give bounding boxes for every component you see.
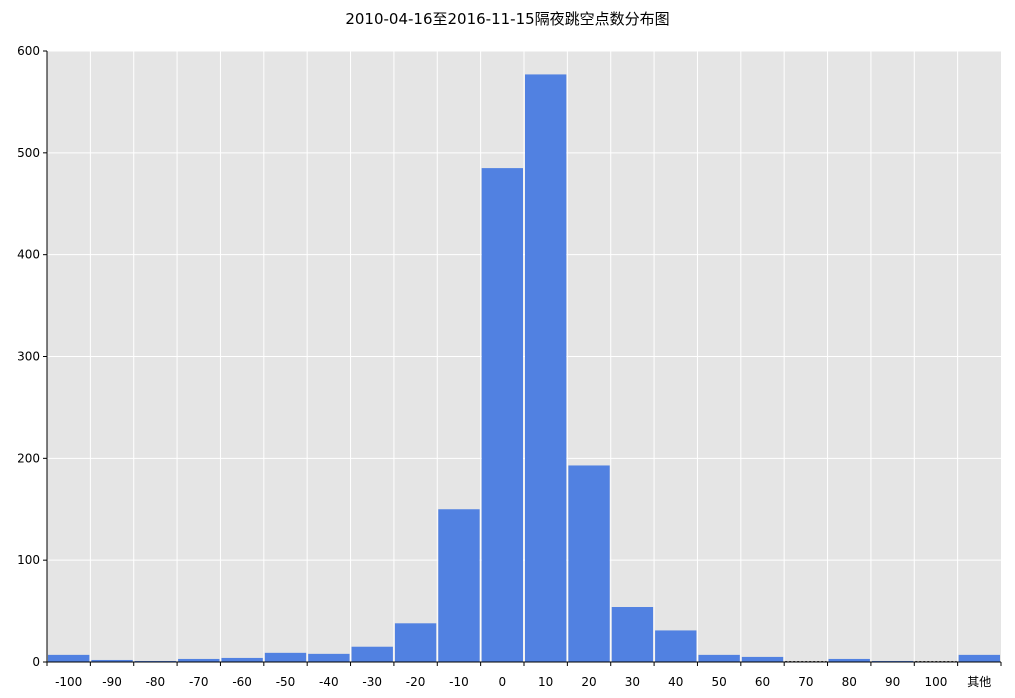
bar-50: [698, 654, 740, 662]
chart-title: 2010-04-16至2016-11-15隔夜跳空点数分布图: [345, 10, 670, 28]
x-tick-labels: -100 -90 -80 -70 -60 -50 -40 -30 -20 -10 0 10 20 30 40…: [55, 675, 991, 689]
x-tick-label: 100: [925, 675, 948, 689]
bar--40: [308, 653, 350, 662]
x-tick-label: 50: [711, 675, 726, 689]
bar--70: [178, 658, 220, 662]
axes: [43, 50, 1002, 666]
bar-40: [655, 630, 697, 662]
x-tick-label: -100: [55, 675, 82, 689]
x-tick-label: -50: [276, 675, 296, 689]
bar-其他: [958, 654, 1000, 662]
x-tick-label: 70: [798, 675, 813, 689]
x-tick-label: -90: [102, 675, 122, 689]
y-tick-label: 600: [17, 44, 40, 58]
y-tick-label: 500: [17, 146, 40, 160]
bar--50: [264, 652, 307, 662]
bar-20: [568, 465, 610, 662]
x-tick-label: -40: [319, 675, 339, 689]
bar--90: [91, 659, 133, 662]
x-tick-label: 60: [755, 675, 770, 689]
y-tick-label: 400: [17, 248, 40, 262]
y-tick-label: 0: [32, 655, 40, 669]
bar--60: [221, 657, 263, 662]
bar-30: [611, 607, 654, 662]
bar--80: [134, 660, 177, 662]
y-tick-label: 300: [17, 350, 40, 364]
x-tick-label: -10: [449, 675, 469, 689]
x-tick-label: 其他: [967, 675, 991, 689]
x-tick-label: -60: [232, 675, 252, 689]
bar-80: [828, 658, 870, 662]
x-tick-label: -80: [146, 675, 166, 689]
bar--30: [351, 646, 393, 662]
bar-60: [741, 656, 784, 662]
bar--10: [438, 509, 480, 662]
y-tick-label: 200: [17, 451, 40, 465]
x-tick-label: 20: [581, 675, 596, 689]
x-tick-label: 90: [885, 675, 900, 689]
x-tick-label: -20: [406, 675, 426, 689]
bar--20: [394, 623, 437, 662]
x-tick-label: 40: [668, 675, 683, 689]
x-tick-label: 30: [625, 675, 640, 689]
y-tick-labels: 0 100 200 300 400 500 600: [17, 44, 40, 669]
x-tick-label: 0: [498, 675, 506, 689]
bar-90: [871, 660, 914, 662]
bar-0: [481, 168, 523, 662]
x-tick-label: 10: [538, 675, 553, 689]
bar--100: [48, 654, 90, 662]
y-tick-label: 100: [17, 553, 40, 567]
bars: [48, 74, 1000, 662]
x-tick-label: -30: [362, 675, 382, 689]
bar-10: [525, 74, 567, 662]
x-tick-label: 80: [842, 675, 857, 689]
x-tick-label: -70: [189, 675, 209, 689]
